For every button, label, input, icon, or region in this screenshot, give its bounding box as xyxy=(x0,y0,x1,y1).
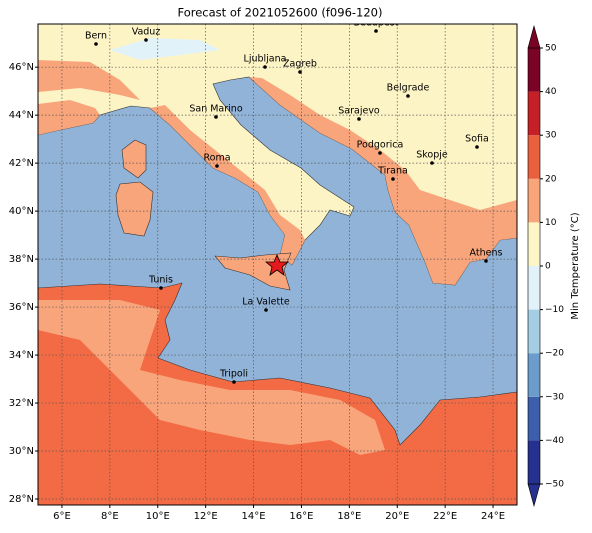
city-dot xyxy=(378,151,382,155)
colorbar-label: Min Temperature (°C) xyxy=(570,212,581,319)
x-tick-label: 24°E xyxy=(481,511,505,522)
colorbar-extend-bottom xyxy=(527,483,541,508)
colorbar-tick-label: −40 xyxy=(545,436,564,446)
city-label: Roma xyxy=(203,153,230,164)
y-tick-label: 46°N xyxy=(9,62,34,73)
city-dot xyxy=(374,29,378,33)
city-label: La Valette xyxy=(242,297,290,308)
land-warm-2 xyxy=(38,60,140,100)
city-label: Ljubljana xyxy=(244,54,287,65)
colorbar-tick-label: 10 xyxy=(545,218,557,228)
city-dot xyxy=(264,308,268,312)
map-frame xyxy=(37,23,518,506)
x-tick-label: 22°E xyxy=(433,511,457,522)
colorbar-tick-label: 20 xyxy=(545,174,557,184)
x-tick-label: 18°E xyxy=(337,511,361,522)
colorbar-band xyxy=(528,222,540,266)
colorbar-band xyxy=(528,266,540,310)
city-dot xyxy=(406,94,410,98)
city-label: Belgrade xyxy=(387,83,430,94)
colorbar-tick-label: −20 xyxy=(545,349,564,359)
x-tick-label: 12°E xyxy=(194,511,218,522)
city-label: Bern xyxy=(85,31,107,42)
city-dot xyxy=(263,65,267,69)
snow xyxy=(110,38,220,60)
city-label: Tirana xyxy=(377,166,408,177)
colorbar-band xyxy=(528,396,540,441)
colorbar-tick-label: −50 xyxy=(545,480,564,490)
city-label: Vaduz xyxy=(132,27,161,38)
y-tick-label: 44°N xyxy=(9,110,34,121)
x-tick-label: 20°E xyxy=(385,511,409,522)
x-tick-label: 8°E xyxy=(101,511,119,522)
city-label: Tunis xyxy=(148,275,173,286)
city-dot xyxy=(215,164,219,168)
x-tick-label: 6°E xyxy=(53,511,71,522)
colorbar-band xyxy=(528,440,540,484)
city-dot xyxy=(357,117,361,121)
city-label: Sofia xyxy=(465,134,489,145)
land-africa-warm xyxy=(38,300,385,455)
city-dot xyxy=(232,380,236,384)
city-dot xyxy=(214,115,218,119)
colorbar-band xyxy=(528,48,540,92)
x-tick-label: 16°E xyxy=(289,511,313,522)
star-marker xyxy=(264,253,290,276)
colorbar-band xyxy=(528,309,540,354)
colorbar-band xyxy=(528,178,540,223)
city-dot xyxy=(430,161,434,165)
city-label: Skopje xyxy=(416,150,448,161)
x-tick-label: 10°E xyxy=(146,511,170,522)
city-dot xyxy=(484,259,488,263)
city-label: San Marino xyxy=(189,104,242,115)
colorbar-tick-label: −30 xyxy=(545,392,564,402)
y-tick-label: 34°N xyxy=(9,350,34,361)
colorbar-tick-label: 40 xyxy=(545,87,557,97)
y-tick-label: 30°N xyxy=(9,446,34,457)
city-label: Sarajevo xyxy=(338,106,380,117)
city-dot xyxy=(94,42,98,46)
city-dot xyxy=(144,38,148,42)
colorbar-band xyxy=(528,91,540,136)
city-label: Tripoli xyxy=(219,369,248,380)
corsica xyxy=(121,139,147,179)
y-tick-label: 28°N xyxy=(9,494,34,505)
colorbar-tick-label: 30 xyxy=(545,131,557,141)
city-dot xyxy=(298,70,302,74)
y-tick-label: 42°N xyxy=(9,158,34,169)
colorbar-band xyxy=(528,135,540,179)
colorbar-extend-top xyxy=(527,24,541,49)
y-tick-label: 32°N xyxy=(9,398,34,409)
city-label: Zagreb xyxy=(283,59,317,70)
colorbar-band xyxy=(528,353,540,397)
city-dot xyxy=(159,286,163,290)
city-dot xyxy=(475,145,479,149)
x-tick-label: 14°E xyxy=(242,511,266,522)
y-tick-label: 38°N xyxy=(9,254,34,265)
city-label: Budapest xyxy=(354,18,399,29)
city-label: Athens xyxy=(470,248,503,259)
colorbar-tick-label: 0 xyxy=(545,262,551,272)
y-tick-label: 36°N xyxy=(9,302,34,313)
city-label: Podgorica xyxy=(357,140,404,151)
colorbar-tick-label: 50 xyxy=(545,44,557,54)
sardinia xyxy=(115,181,154,237)
y-tick-label: 40°N xyxy=(9,206,34,217)
map-title: Forecast of 2021052600 (f096-120) xyxy=(178,6,383,20)
city-dot xyxy=(391,177,395,181)
colorbar-tick-label: −10 xyxy=(545,305,564,315)
